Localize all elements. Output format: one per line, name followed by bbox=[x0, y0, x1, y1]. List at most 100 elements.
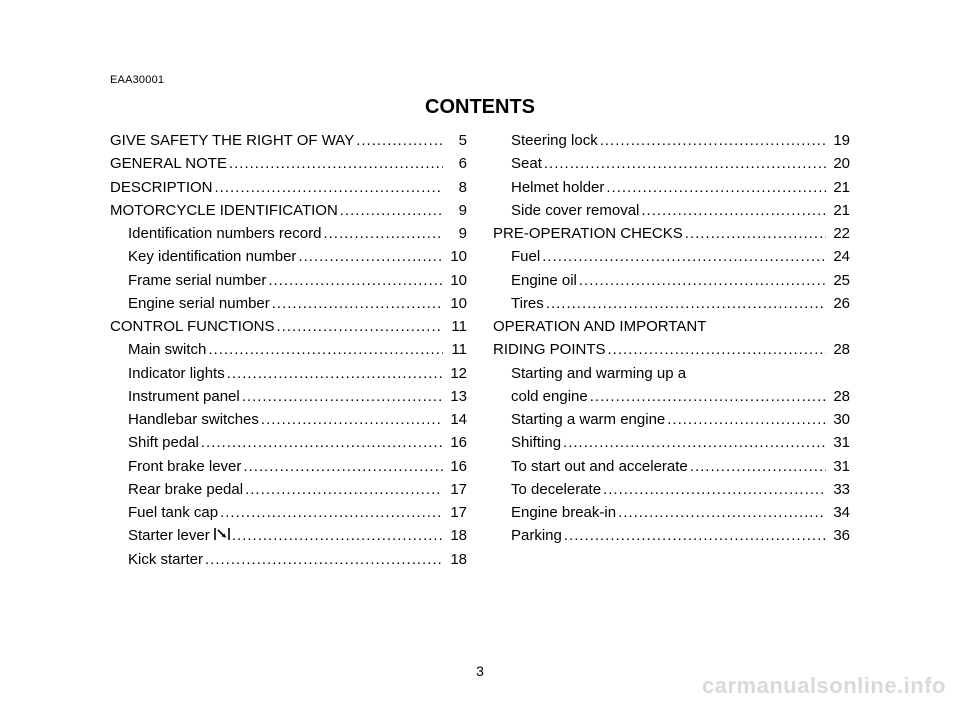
toc-label: To decelerate bbox=[511, 478, 601, 501]
toc-row: Handlebar switches14 bbox=[110, 408, 467, 431]
toc-columns: GIVE SAFETY THE RIGHT OF WAY5GENERAL NOT… bbox=[110, 129, 850, 571]
toc-leader bbox=[261, 408, 443, 431]
toc-row: Rear brake pedal 17 bbox=[110, 478, 467, 501]
toc-row: cold engine28 bbox=[493, 385, 850, 408]
toc-label: CONTROL FUNCTIONS bbox=[110, 315, 274, 338]
toc-page-number: 31 bbox=[828, 455, 850, 478]
toc-leader bbox=[579, 269, 826, 292]
toc-label: Engine break-in bbox=[511, 501, 616, 524]
toc-leader bbox=[208, 338, 443, 361]
toc-row: Shifting31 bbox=[493, 431, 850, 454]
toc-label: Fuel bbox=[511, 245, 540, 268]
toc-label: Shift pedal bbox=[128, 431, 199, 454]
toc-leader bbox=[323, 222, 443, 245]
toc-label: Side cover removal bbox=[511, 199, 639, 222]
toc-page-number: 10 bbox=[445, 292, 467, 315]
toc-label: Parking bbox=[511, 524, 562, 547]
toc-page-number: 31 bbox=[828, 431, 850, 454]
toc-page-number: 21 bbox=[828, 176, 850, 199]
toc-leader bbox=[608, 338, 826, 361]
toc-page-number: 8 bbox=[445, 176, 467, 199]
toc-page-number: 17 bbox=[445, 501, 467, 524]
toc-row: Identification numbers record9 bbox=[110, 222, 467, 245]
toc-page-number: 18 bbox=[445, 524, 467, 547]
toc-leader bbox=[600, 129, 826, 152]
toc-page-number: 24 bbox=[828, 245, 850, 268]
toc-leader bbox=[201, 431, 443, 454]
toc-label: DESCRIPTION bbox=[110, 176, 213, 199]
toc-leader bbox=[272, 292, 443, 315]
toc-leader bbox=[242, 385, 443, 408]
toc-leader bbox=[708, 315, 826, 338]
toc-row: Fuel tank cap 17 bbox=[110, 501, 467, 524]
toc-label: PRE-OPERATION CHECKS bbox=[493, 222, 683, 245]
toc-label: Key identification number bbox=[128, 245, 296, 268]
toc-row: Seat20 bbox=[493, 152, 850, 175]
toc-page-number: 20 bbox=[828, 152, 850, 175]
toc-label: Instrument panel bbox=[128, 385, 240, 408]
toc-page-number: 12 bbox=[445, 362, 467, 385]
toc-leader bbox=[276, 315, 443, 338]
toc-label: Handlebar switches bbox=[128, 408, 259, 431]
toc-row: Parking 36 bbox=[493, 524, 850, 547]
toc-page-number bbox=[828, 362, 850, 385]
toc-label: Starting and warming up a bbox=[511, 362, 686, 385]
toc-label: Fuel tank cap bbox=[128, 501, 218, 524]
toc-page-number: 17 bbox=[445, 478, 467, 501]
toc-row: Key identification number10 bbox=[110, 245, 467, 268]
toc-leader bbox=[243, 455, 443, 478]
toc-row: CONTROL FUNCTIONS11 bbox=[110, 315, 467, 338]
toc-leader bbox=[340, 199, 443, 222]
toc-page-number: 36 bbox=[828, 524, 850, 547]
toc-leader bbox=[356, 129, 443, 152]
toc-label: Rear brake pedal bbox=[128, 478, 243, 501]
toc-label: Steering lock bbox=[511, 129, 598, 152]
toc-page-number: 16 bbox=[445, 431, 467, 454]
toc-leader bbox=[685, 222, 826, 245]
toc-leader bbox=[544, 152, 826, 175]
toc-row: Fuel 24 bbox=[493, 245, 850, 268]
toc-page-number: 6 bbox=[445, 152, 467, 175]
toc-page-number bbox=[828, 315, 850, 338]
toc-page-number: 30 bbox=[828, 408, 850, 431]
toc-leader bbox=[232, 524, 443, 547]
toc-row: Tires26 bbox=[493, 292, 850, 315]
toc-right-column: Steering lock19Seat20Helmet holder 21 Side… bbox=[493, 129, 850, 571]
toc-leader bbox=[229, 152, 443, 175]
toc-label: Indicator lights bbox=[128, 362, 225, 385]
toc-label: Front brake lever bbox=[128, 455, 241, 478]
toc-row: Starter lever 18 bbox=[110, 524, 467, 547]
toc-row: Steering lock19 bbox=[493, 129, 850, 152]
starter-lever-icon bbox=[214, 527, 230, 544]
toc-leader bbox=[563, 431, 826, 454]
toc-row: RIDING POINTS28 bbox=[493, 338, 850, 361]
toc-row: Engine oil25 bbox=[493, 269, 850, 292]
toc-row: Frame serial number10 bbox=[110, 269, 467, 292]
toc-page-number: 5 bbox=[445, 129, 467, 152]
toc-page-number: 34 bbox=[828, 501, 850, 524]
toc-row: GIVE SAFETY THE RIGHT OF WAY5 bbox=[110, 129, 467, 152]
toc-label: Kick starter bbox=[128, 548, 203, 571]
toc-label: Helmet holder bbox=[511, 176, 604, 199]
toc-row: Main switch11 bbox=[110, 338, 467, 361]
toc-label: Starter lever bbox=[128, 524, 230, 547]
toc-leader bbox=[542, 245, 826, 268]
toc-row: PRE-OPERATION CHECKS22 bbox=[493, 222, 850, 245]
toc-page-number: 28 bbox=[828, 385, 850, 408]
toc-label: OPERATION AND IMPORTANT bbox=[493, 315, 706, 338]
toc-leader bbox=[205, 548, 443, 571]
toc-label: Engine serial number bbox=[128, 292, 270, 315]
toc-row: Indicator lights 12 bbox=[110, 362, 467, 385]
toc-label: Main switch bbox=[128, 338, 206, 361]
toc-page-number: 16 bbox=[445, 455, 467, 478]
toc-page-number: 10 bbox=[445, 269, 467, 292]
toc-row: Instrument panel13 bbox=[110, 385, 467, 408]
toc-leader bbox=[268, 269, 443, 292]
toc-leader bbox=[603, 478, 826, 501]
toc-leader bbox=[245, 478, 443, 501]
toc-row: Engine serial number 10 bbox=[110, 292, 467, 315]
toc-page-number: 33 bbox=[828, 478, 850, 501]
toc-label: Starting a warm engine bbox=[511, 408, 665, 431]
toc-leader bbox=[606, 176, 826, 199]
watermark-text: carmanualsonline.info bbox=[702, 673, 946, 699]
